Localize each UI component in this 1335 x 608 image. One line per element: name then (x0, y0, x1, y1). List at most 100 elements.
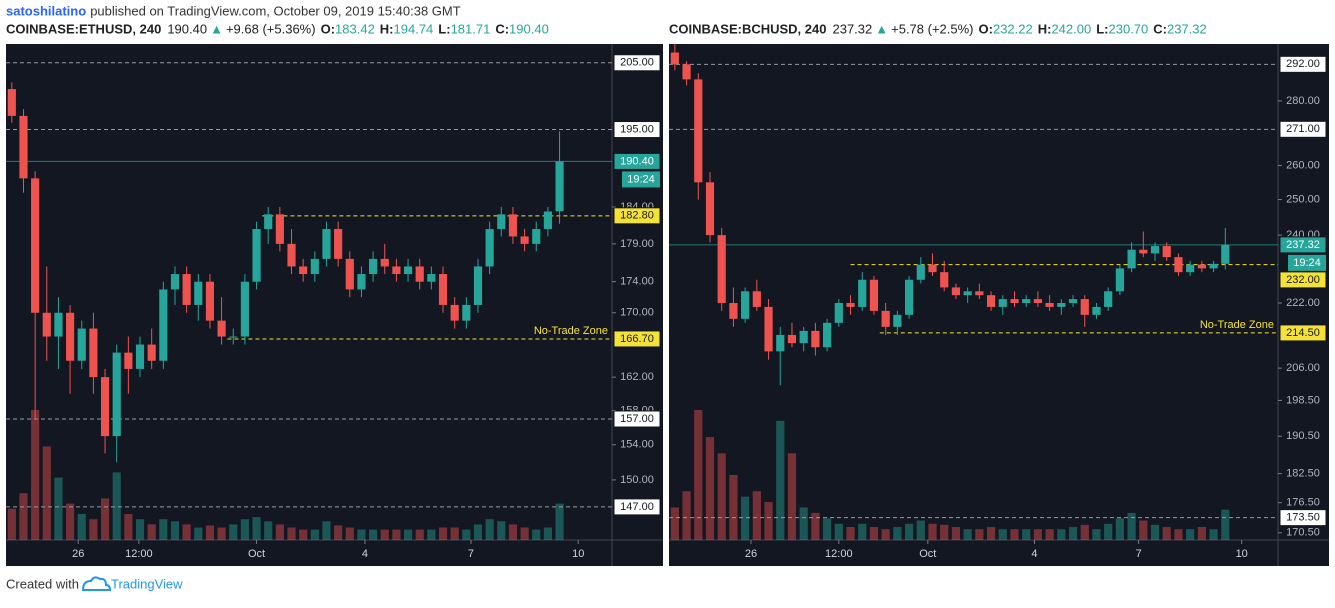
x-tick-label: 26 (745, 548, 757, 560)
y-tick-label: 280.00 (1286, 95, 1320, 107)
candle-body (729, 302, 738, 319)
x-tick-label: 7 (1136, 548, 1142, 560)
volume-bar (240, 519, 249, 540)
volume-bar (520, 527, 529, 540)
y-tick-label: 182.50 (1286, 468, 1320, 480)
x-tick-label: 12:00 (825, 548, 853, 560)
candle-body (705, 182, 715, 236)
volume-bar (916, 520, 925, 540)
candle-body (229, 336, 238, 338)
candle-body (7, 89, 16, 116)
volume-bar (77, 514, 86, 540)
price-label: 147.00 (620, 501, 654, 513)
candle-body (1022, 299, 1031, 303)
volume-bar (986, 527, 996, 540)
candle-body (1150, 246, 1160, 254)
volume-bar (776, 420, 785, 540)
volume-bar (450, 527, 459, 540)
annotation: No-Trade Zone (534, 325, 608, 337)
candle-body (1139, 249, 1148, 254)
candle-body (415, 266, 424, 282)
x-tick-label: 10 (572, 548, 584, 560)
price-label-box (613, 330, 661, 348)
volume-bar (89, 519, 98, 540)
candle-body (869, 279, 879, 311)
ohlc-value: 237.32 (1167, 21, 1207, 36)
price-label: 173.50 (1286, 512, 1320, 524)
candle-body (1104, 291, 1113, 307)
ohlc-key: H: (1038, 21, 1052, 36)
volume-bar (904, 523, 914, 540)
change-arrow: ▲ (875, 21, 888, 36)
volume-bar (670, 507, 679, 540)
y-tick-label: 170.00 (620, 307, 654, 319)
countdown: 19:24 (627, 173, 655, 185)
candle-body (1115, 268, 1124, 292)
candle-body (893, 314, 902, 327)
candle-body (1127, 249, 1136, 269)
price-label: 182.80 (620, 210, 654, 222)
author: satoshilatino (6, 3, 86, 18)
volume-bar (182, 524, 191, 540)
candle-body (1068, 299, 1078, 303)
candle-body (670, 52, 679, 65)
price-label: 232.00 (1286, 274, 1320, 286)
candle-body (427, 274, 436, 282)
x-tick-label: Oct (248, 548, 265, 560)
candle-body (345, 258, 354, 290)
candle-body (555, 161, 564, 212)
candle-body (1186, 264, 1195, 273)
candle-body (823, 322, 832, 348)
volume-bar (729, 475, 738, 540)
volume-bar (462, 529, 471, 540)
symbol: COINBASE:ETHUSD, 240 (6, 21, 161, 36)
price-label-box (613, 410, 661, 428)
candle-body (438, 274, 448, 305)
candle-body (986, 295, 996, 307)
volume-bar (54, 477, 63, 540)
candle-body (881, 310, 890, 327)
candle-body (357, 274, 366, 290)
candle-body (858, 279, 867, 307)
volume-bar (392, 529, 401, 540)
ohlc-value: 232.22 (993, 21, 1033, 36)
ohlc-key: O: (979, 21, 993, 36)
countdown-box (1288, 254, 1326, 271)
volume-bar (1150, 524, 1160, 540)
y-tick-label: 250.00 (1286, 193, 1320, 205)
candle-body (508, 214, 518, 237)
volume-bar (264, 521, 273, 540)
volume-bar (205, 525, 215, 540)
volume-bar (881, 529, 890, 540)
candle-body (940, 272, 949, 288)
candle-body (275, 214, 284, 244)
candle-body (310, 258, 319, 275)
footer-text: Created with (6, 576, 79, 591)
x-tick-label: 10 (1236, 548, 1248, 560)
volume-bar (1209, 529, 1218, 540)
price-label-box (1279, 55, 1327, 73)
candle-body (904, 279, 914, 315)
y-tick-label: 206.00 (1286, 362, 1320, 374)
ohlc-key: H: (380, 21, 394, 36)
volume-bar (112, 472, 121, 540)
volume-bar (473, 524, 483, 540)
volume-bar (741, 496, 750, 540)
volume-bar (170, 521, 180, 540)
tv-logo (81, 576, 111, 591)
price-label-box (613, 207, 661, 225)
y-tick-label: 176.50 (1286, 497, 1320, 509)
volume-bar (252, 517, 261, 540)
countdown-box (622, 171, 660, 188)
volume-bar (7, 508, 16, 540)
volume-bar (322, 521, 331, 540)
candle-body (31, 178, 40, 313)
volume-bar (42, 446, 51, 540)
candle-body (135, 344, 145, 369)
change-arrow: ▲ (210, 21, 223, 36)
price-label: 195.00 (620, 123, 654, 135)
y-tick-label: 150.00 (620, 474, 654, 486)
countdown: 19:24 (1293, 257, 1321, 269)
candle-body (473, 266, 483, 305)
